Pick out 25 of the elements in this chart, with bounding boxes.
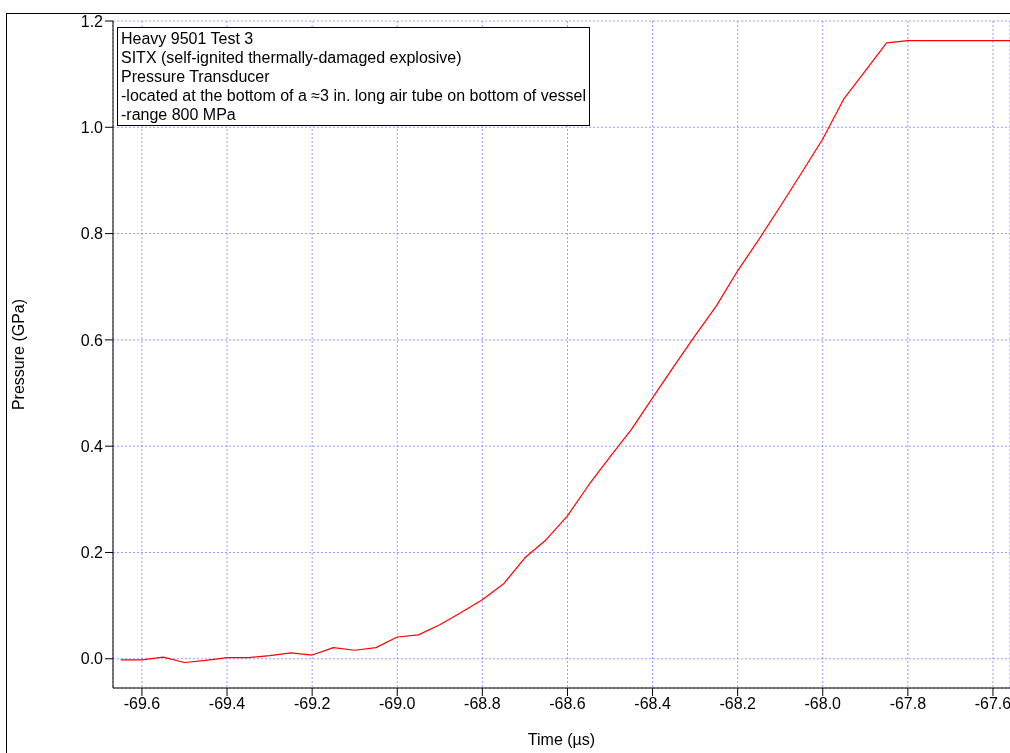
y-tick-label: 0.0 xyxy=(80,650,104,668)
annotation: Heavy 9501 Test 3 xyxy=(121,29,255,48)
x-tick-label: -68.4 xyxy=(634,695,671,713)
x-tick-label: -67.6 xyxy=(974,695,1010,713)
x-tick-label: -68.0 xyxy=(804,695,842,713)
x-tick-label: -69.0 xyxy=(379,695,416,713)
annotation: -located at the bottom of a ≈3 in. long air tube on bottom of vessel xyxy=(121,86,587,105)
y-axis-title: Pressure (GPa) xyxy=(9,298,27,411)
x-tick-label: -68.6 xyxy=(549,695,586,713)
y-tick-label: 0.4 xyxy=(80,437,104,455)
x-tick-label: -68.2 xyxy=(719,695,756,713)
x-tick-label: -67.8 xyxy=(889,695,927,713)
x-tick-label: -68.8 xyxy=(464,695,501,713)
x-tick-label: -69.6 xyxy=(123,695,161,713)
y-tick-label: 0.2 xyxy=(80,544,104,562)
annotation: -range 800 MPa xyxy=(121,105,237,124)
y-tick-label: 1.2 xyxy=(80,12,104,30)
y-tick-label: 1.0 xyxy=(80,118,104,136)
annotation: Pressure Transducer xyxy=(121,67,271,86)
y-tick-label: 0.8 xyxy=(80,225,104,243)
x-tick-label: -69.2 xyxy=(293,695,331,713)
x-tick-label: -69.4 xyxy=(208,695,246,713)
x-axis-title: Time (µs) xyxy=(527,731,596,748)
y-tick-label: 0.6 xyxy=(80,331,104,349)
annotation: SITX (self-ignited thermally-damaged explosive) xyxy=(121,48,463,67)
